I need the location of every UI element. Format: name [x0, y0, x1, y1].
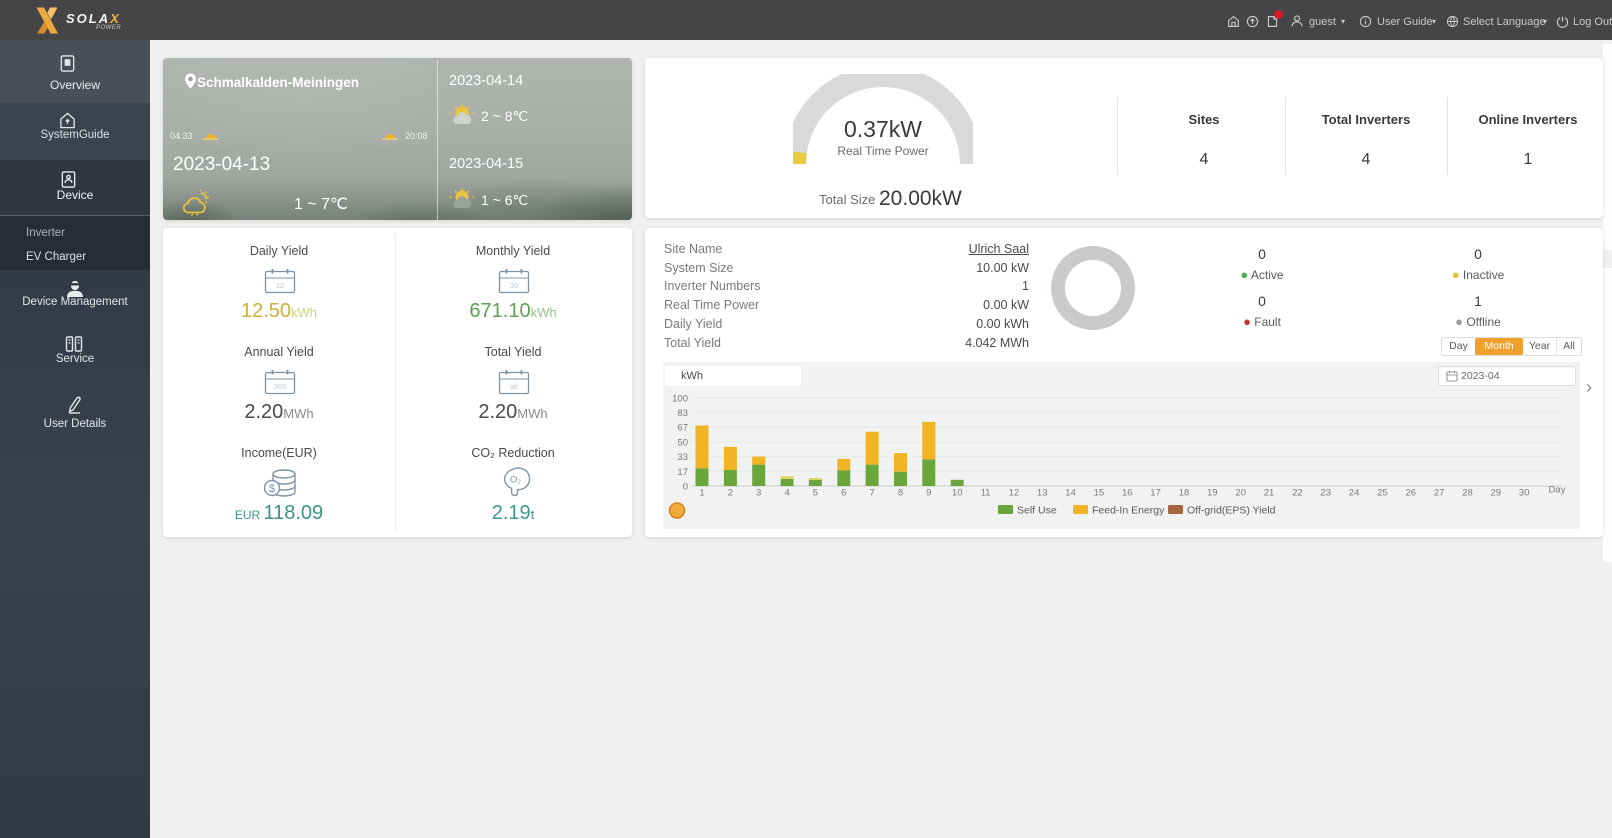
svg-text:21: 21 — [1264, 488, 1275, 499]
svg-text:15: 15 — [1094, 488, 1105, 499]
svg-text:24: 24 — [1349, 488, 1360, 499]
svg-text:Self Use: Self Use — [1017, 505, 1057, 517]
svg-text:6: 6 — [841, 488, 846, 499]
svg-text:9: 9 — [926, 488, 931, 499]
svg-text:3: 3 — [756, 488, 761, 499]
svg-text:28: 28 — [1462, 488, 1473, 499]
svg-text:Feed-In Energy: Feed-In Energy — [1092, 505, 1165, 517]
svg-text:7: 7 — [869, 488, 874, 499]
svg-text:1: 1 — [699, 488, 704, 499]
svg-text:10: 10 — [952, 488, 963, 499]
svg-text:O₂: O₂ — [510, 475, 521, 486]
svg-text:50: 50 — [677, 437, 688, 448]
svg-text:29: 29 — [1491, 488, 1502, 499]
svg-text:Day: Day — [1549, 485, 1566, 496]
svg-text:Off-grid(EPS) Yield: Off-grid(EPS) Yield — [1187, 505, 1276, 517]
svg-text:14: 14 — [1065, 488, 1076, 499]
svg-text:11: 11 — [981, 488, 991, 499]
svg-text:17: 17 — [677, 467, 688, 478]
svg-text:30: 30 — [510, 281, 518, 290]
svg-text:$: $ — [269, 483, 275, 495]
svg-text:23: 23 — [1320, 488, 1331, 499]
svg-text:16: 16 — [1122, 488, 1133, 499]
svg-text:100: 100 — [672, 393, 688, 404]
svg-text:4: 4 — [784, 488, 789, 499]
svg-text:8: 8 — [898, 488, 903, 499]
svg-text:0: 0 — [683, 482, 688, 493]
svg-text:all: all — [510, 382, 518, 391]
svg-text:30: 30 — [1519, 488, 1530, 499]
svg-text:12: 12 — [1009, 488, 1020, 499]
svg-text:22: 22 — [1292, 488, 1303, 499]
svg-text:67: 67 — [677, 423, 688, 434]
svg-text:25: 25 — [1377, 488, 1388, 499]
svg-text:17: 17 — [1150, 488, 1161, 499]
svg-text:33: 33 — [677, 452, 688, 463]
svg-text:12: 12 — [276, 281, 284, 290]
svg-text:2: 2 — [728, 488, 733, 499]
svg-text:18: 18 — [1179, 488, 1190, 499]
svg-text:26: 26 — [1406, 488, 1417, 499]
svg-text:19: 19 — [1207, 488, 1218, 499]
svg-text:5: 5 — [813, 488, 818, 499]
svg-text:20: 20 — [1235, 488, 1246, 499]
svg-text:13: 13 — [1037, 488, 1048, 499]
svg-text:27: 27 — [1434, 488, 1445, 499]
svg-text:365: 365 — [274, 382, 287, 391]
svg-text:83: 83 — [677, 408, 688, 419]
